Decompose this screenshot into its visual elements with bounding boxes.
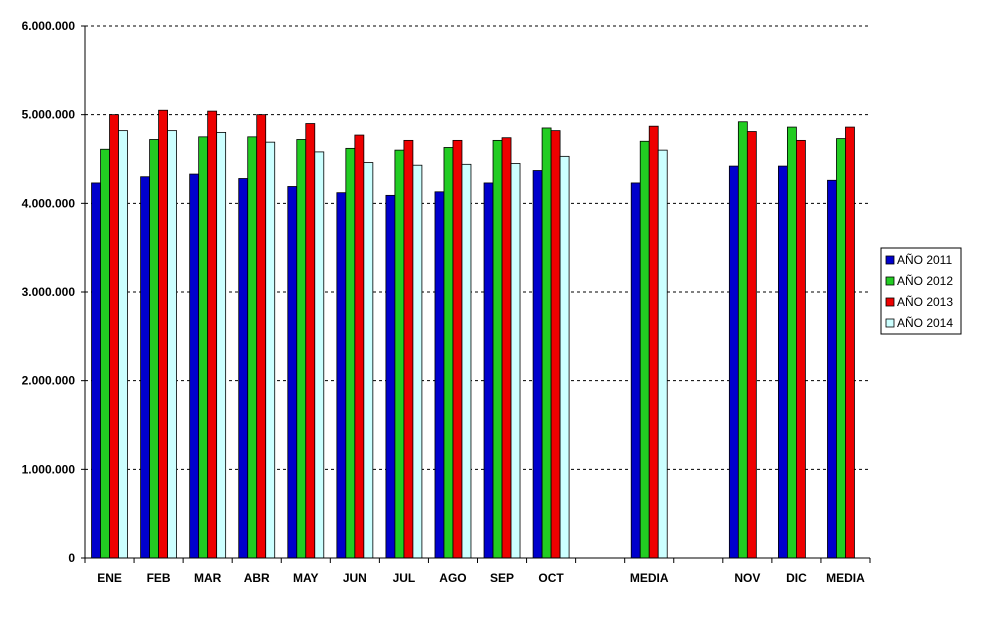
- bar-año-2013: [845, 126, 855, 559]
- bar-año-2012: [737, 121, 748, 559]
- y-tick-label: 0: [68, 551, 75, 565]
- x-tick-label: JUL: [393, 571, 416, 585]
- bar-año-2014: [167, 130, 177, 559]
- x-tick-label: MEDIA: [630, 571, 669, 585]
- bar-año-2011: [287, 186, 298, 559]
- x-tick-label: NOV: [734, 571, 760, 585]
- bar-año-2012: [836, 138, 846, 559]
- y-tick-label: 5.000.000: [22, 108, 76, 122]
- x-tick-label: ENE: [97, 571, 122, 585]
- bar-año-2012: [443, 147, 454, 559]
- bars: [91, 109, 855, 559]
- legend-swatch: [885, 276, 895, 286]
- bar-año-2014: [363, 162, 374, 559]
- bar-año-2014: [657, 149, 668, 559]
- bar-año-2012: [541, 127, 552, 559]
- bar-año-2012: [492, 139, 503, 559]
- bar-año-2013: [452, 139, 463, 559]
- bar-año-2011: [827, 179, 837, 559]
- bar-año-2011: [532, 170, 543, 559]
- legend-swatch: [885, 297, 895, 307]
- bar-año-2013: [501, 137, 512, 559]
- bar-año-2012: [345, 147, 356, 559]
- bar-año-2011: [728, 165, 739, 559]
- bar-año-2013: [550, 130, 561, 559]
- legend-label: AÑO 2014: [897, 316, 953, 330]
- bar-año-2012: [787, 126, 797, 559]
- bar-año-2014: [314, 151, 325, 559]
- axes: 0 1.000.000 2.000.000 3.000.000 4.000.000 5.0…: [22, 19, 871, 585]
- bar-año-2014: [118, 130, 128, 559]
- bar-año-2012: [394, 149, 405, 559]
- bar-año-2012: [639, 140, 650, 559]
- bar-año-2014: [559, 155, 570, 559]
- bar-año-2014: [461, 163, 472, 559]
- x-tick-label: OCT: [538, 571, 564, 585]
- x-tick-label: MEDIA: [826, 571, 865, 585]
- bar-año-2013: [796, 139, 806, 559]
- x-tick-label: MAR: [194, 571, 222, 585]
- bar-año-2011: [336, 192, 347, 559]
- y-tick-label: 2.000.000: [22, 374, 76, 388]
- bar-año-2013: [648, 125, 659, 559]
- legend: AÑO 2011 AÑO 2012 AÑO 2013 AÑO 2014: [880, 247, 962, 335]
- bar-año-2013: [403, 139, 414, 559]
- x-tick-label: SEP: [490, 571, 514, 585]
- bar-año-2011: [140, 176, 150, 559]
- bar-año-2011: [238, 178, 249, 559]
- legend-label: AÑO 2013: [897, 295, 953, 309]
- y-tick-label: 6.000.000: [22, 19, 76, 33]
- legend-label: AÑO 2012: [897, 274, 953, 288]
- legend-swatch: [885, 255, 895, 265]
- bar-año-2011: [189, 173, 200, 559]
- y-tick-label: 3.000.000: [22, 285, 76, 299]
- x-tick-label: JUN: [343, 571, 367, 585]
- x-tick-label: AGO: [439, 571, 466, 585]
- bar-año-2012: [198, 136, 209, 559]
- bar-año-2014: [510, 163, 521, 559]
- bar-año-2011: [483, 182, 494, 559]
- legend-label: AÑO 2011: [897, 253, 952, 267]
- bar-año-2012: [247, 136, 258, 559]
- bar-año-2014: [265, 141, 276, 559]
- bar-año-2013: [746, 131, 757, 559]
- x-tick-label: MAY: [293, 571, 319, 585]
- legend-swatch: [885, 318, 895, 328]
- bar-año-2012: [296, 139, 307, 559]
- bar-año-2014: [216, 131, 227, 559]
- bar-año-2013: [109, 114, 119, 559]
- bar-año-2013: [207, 110, 218, 559]
- bar-año-2013: [305, 123, 316, 559]
- bar-año-2011: [385, 194, 396, 559]
- bar-año-2014: [412, 164, 423, 559]
- x-tick-label: FEB: [147, 571, 171, 585]
- bar-año-2013: [158, 109, 168, 559]
- y-tick-label: 4.000.000: [22, 196, 76, 210]
- x-tick-label: ABR: [244, 571, 270, 585]
- bar-año-2011: [434, 191, 445, 559]
- y-tick-label: 1.000.000: [22, 462, 76, 476]
- x-tick-label: DIC: [786, 571, 807, 585]
- bar-año-2013: [256, 114, 267, 559]
- bar-año-2013: [354, 134, 365, 559]
- bar-año-2012: [149, 139, 159, 559]
- bar-año-2011: [778, 165, 788, 559]
- bar-año-2011: [630, 182, 641, 559]
- bar-año-2012: [100, 148, 110, 559]
- bar-año-2011: [91, 182, 101, 559]
